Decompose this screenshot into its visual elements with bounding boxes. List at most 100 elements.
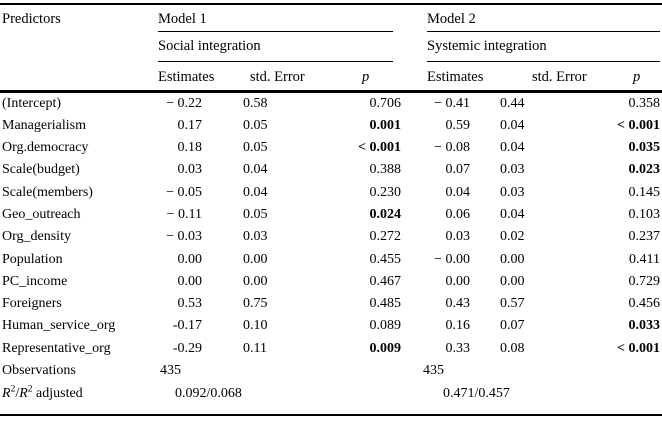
model1-p-cell: 0.485 [369,296,402,312]
model-subtitle-row: Social integration Systemic integration [0,32,662,62]
model2-estimate-cell: − 0.00 [434,251,470,267]
table-row: Geo_outreach − 0.11 0.05 0.024 0.06 0.04 0.103 [0,204,662,226]
model2-estimate-cell: 0.16 [445,318,471,334]
r-squared-label-sup2: 2 [27,384,33,394]
model1-stderror-cell: 0.00 [243,273,268,289]
model1-title: Model 1 [158,11,207,27]
column-headers-row: Estimates std. Error p Estimates std. Er… [0,62,662,90]
model1-p-cell: 0.388 [369,162,402,178]
model1-stderror-cell: 0.05 [243,117,268,133]
model2-p-cell: 0.411 [629,251,660,267]
predictor-cell: Representative_org [2,340,111,356]
model1-p-cell: < 0.001 [358,140,401,156]
model2-p-cell: < 0.001 [617,117,660,133]
model2-p-cell: 0.358 [628,95,661,111]
predictor-cell: Scale(budget) [2,162,80,178]
model2-p-cell: 0.035 [628,140,661,156]
model1-stderror-cell: 0.11 [243,340,267,356]
model1-stderror-cell: 0.10 [243,318,268,334]
model1-subtitle-group: Social integration [158,32,393,62]
model2-estimate-cell: 0.07 [445,162,471,178]
model1-p-cell: 0.272 [369,229,402,245]
regression-table: Predictors Model 1 Model 2 Social integr… [0,3,662,417]
model1-estimate-cell: − 0.11 [166,206,202,222]
model2-stderror-header: std. Error [532,69,587,85]
model2-p-cell: 0.023 [628,162,661,178]
model2-estimate-cell: 0.00 [445,273,471,289]
model1-p-cell: 0.706 [369,95,402,111]
table-body: (Intercept) − 0.22 0.58 0.706 − 0.41 0.44 0.35… [0,93,662,361]
predictor-cell: Foreigners [2,296,62,312]
model2-stderror-cell: 0.03 [500,184,525,200]
model1-estimate-cell: 0.00 [177,251,203,267]
model1-estimate-cell: 0.00 [177,273,203,289]
model2-estimate-cell: 0.06 [445,206,471,222]
model2-header-group: Model 2 [427,5,660,32]
model2-p-cell: 0.729 [628,273,661,289]
predictor-cell: Population [2,251,63,267]
table-row: (Intercept) − 0.22 0.58 0.706 − 0.41 0.44 0.35… [0,93,662,115]
bottom-rule [0,414,662,417]
model2-stderror-cell: 0.00 [500,251,525,267]
model2-p-cell: 0.103 [628,206,661,222]
model1-stderror-cell: 0.04 [243,184,268,200]
table-row: Scale(budget) 0.03 0.04 0.388 0.07 0.03 0.023 [0,159,662,181]
model1-stderror-cell: 0.00 [243,251,268,267]
model2-r-squared: 0.471/0.457 [443,385,510,401]
table-row: PC_income 0.00 0.00 0.467 0.00 0.00 0.729 [0,271,662,293]
model1-stderror-cell: 0.04 [243,162,268,178]
model1-estimate-cell: − 0.05 [166,184,202,200]
model2-p-cell: < 0.001 [617,340,660,356]
model2-estimate-cell: − 0.41 [434,95,470,111]
model1-stderror-cell: 0.58 [243,95,268,111]
r-squared-label-r1: R [2,385,11,401]
subtitle-row-spacer [0,32,155,62]
model1-estimate-cell: -0.29 [172,340,202,356]
model1-estimate-cell: 0.18 [177,140,203,156]
model1-estimate-cell: 0.03 [177,162,203,178]
model1-p-header: p [362,69,370,85]
predictor-cell: PC_income [2,273,68,289]
predictor-cell: Org.democracy [2,140,89,156]
model1-stderror-cell: 0.05 [243,140,268,156]
model2-p-cell: 0.033 [628,318,661,334]
model2-stderror-cell: 0.04 [500,206,525,222]
table-row: Representative_org -0.29 0.11 0.009 0.33 0.08… [0,338,662,360]
model2-subtitle-group: Systemic integration [427,32,660,62]
model-title-row: Predictors Model 1 Model 2 [0,5,662,32]
model2-stderror-cell: 0.03 [500,162,525,178]
r-squared-label-r2: R [19,385,28,401]
model1-p-cell: 0.024 [369,206,402,222]
model2-subtitle: Systemic integration [427,38,547,54]
predictor-cell: Managerialism [2,117,86,133]
model1-stderror-cell: 0.03 [243,229,268,245]
model2-estimate-cell: 0.33 [445,340,471,356]
model1-stderror-header: std. Error [250,69,305,85]
model1-stderror-cell: 0.75 [243,296,268,312]
table-row: Foreigners 0.53 0.75 0.485 0.43 0.57 0.456 [0,293,662,315]
model1-p-cell: 0.455 [369,251,402,267]
table-row: Population 0.00 0.00 0.455 − 0.00 0.00 0.411 [0,249,662,271]
model1-p-cell: 0.009 [369,340,402,356]
table-row: Managerialism 0.17 0.05 0.001 0.59 0.04 < 0.00… [0,115,662,137]
model2-stderror-cell: 0.44 [500,95,525,111]
predictor-cell: Scale(members) [2,184,93,200]
model1-estimates-header: Estimates [158,69,215,85]
model1-observations: 435 [160,363,181,379]
model2-stderror-cell: 0.57 [500,296,525,312]
model1-stderror-cell: 0.05 [243,206,268,222]
model1-p-cell: 0.467 [369,273,402,289]
model2-p-cell: 0.145 [628,184,661,200]
model2-p-header: p [633,69,641,85]
table-row: Scale(members) − 0.05 0.04 0.230 0.04 0.03 0.1… [0,182,662,204]
r-squared-row: R2/R2 adjusted 0.092/0.068 0.471/0.457 [0,383,662,406]
model2-estimate-cell: 0.43 [445,296,471,312]
model2-stderror-cell: 0.04 [500,117,525,133]
model2-estimate-cell: − 0.08 [434,140,470,156]
model2-observations: 435 [423,363,444,379]
table-row: Human_service_org -0.17 0.10 0.089 0.16 0.07 0… [0,315,662,337]
model1-p-cell: 0.230 [369,184,402,200]
model1-estimate-cell: 0.17 [177,117,203,133]
predictor-cell: (Intercept) [2,95,62,111]
observations-row: Observations 435 435 [0,360,662,383]
